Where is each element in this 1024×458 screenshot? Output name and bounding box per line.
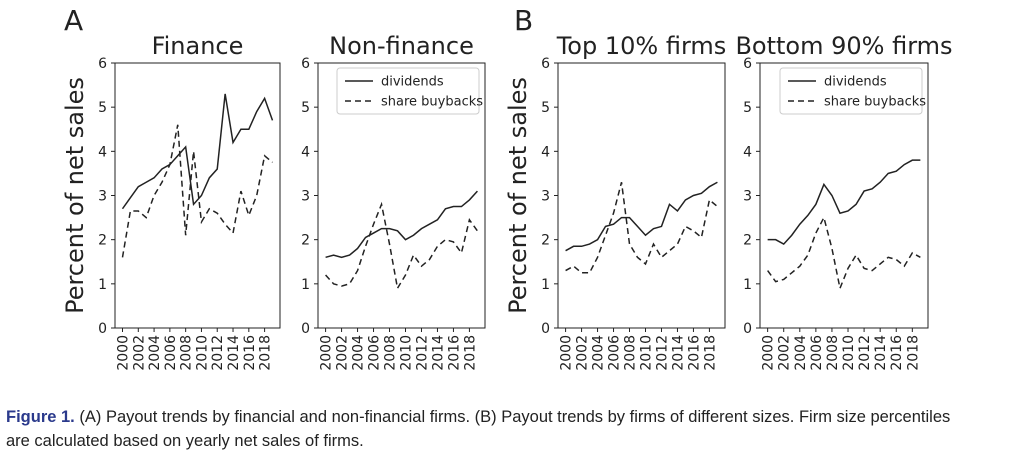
x-tick-label: 2016 (889, 335, 905, 371)
y-tick-label: 3 (301, 189, 310, 205)
chart-title: Finance (152, 32, 244, 60)
chart-title: Top 10% firms (556, 32, 727, 60)
axes-frame (557, 62, 726, 329)
x-tick-label: 2014 (873, 335, 889, 371)
x-tick-label: 2000 (559, 335, 575, 371)
x-tick-label: 2018 (258, 335, 274, 371)
y-axis-label: Percent of net sales (61, 77, 89, 314)
series-line (565, 182, 718, 274)
legend-label: dividends (381, 75, 444, 90)
x-tick-label: 2012 (857, 335, 873, 371)
y-tick-label: 5 (743, 100, 752, 116)
y-tick-label: 1 (541, 277, 550, 293)
y-tick-label: 6 (301, 56, 310, 72)
x-tick-label: 2016 (446, 335, 462, 371)
y-tick-label: 3 (541, 189, 550, 205)
y-tick-label: 1 (98, 277, 107, 293)
x-tick-label: 2014 (430, 335, 446, 371)
y-tick-label: 0 (541, 321, 550, 337)
panel-letter: B (514, 4, 533, 37)
legend-label: share buybacks (381, 95, 483, 110)
x-tick-label: 2010 (194, 335, 210, 371)
y-tick-label: 6 (98, 56, 107, 72)
x-tick-label: 2000 (319, 335, 335, 371)
x-tick-label: 2002 (335, 335, 351, 371)
x-tick-label: 2018 (462, 335, 478, 371)
series-line (325, 201, 479, 291)
y-tick-label: 3 (98, 189, 107, 205)
x-tick-label: 2012 (414, 335, 430, 371)
y-tick-label: 2 (743, 233, 752, 249)
y-tick-label: 5 (541, 100, 550, 116)
x-tick-label: 2006 (607, 335, 623, 371)
x-tick-label: 2018 (905, 335, 921, 371)
series-line (767, 159, 921, 246)
x-tick-label: 2010 (398, 335, 414, 371)
series-line (767, 215, 921, 291)
y-tick-label: 4 (301, 144, 310, 160)
y-tick-label: 1 (301, 277, 310, 293)
x-tick-label: 2000 (761, 335, 777, 371)
x-tick-label: 2010 (638, 335, 654, 371)
x-tick-label: 2010 (841, 335, 857, 371)
y-tick-label: 2 (541, 233, 550, 249)
chart-title: Bottom 90% firms (735, 32, 952, 60)
caption-text: (A) Payout trends by financial and non-f… (79, 408, 951, 426)
x-tick-label: 2008 (623, 335, 639, 371)
x-tick-label: 2006 (809, 335, 825, 371)
axes-frame (114, 62, 281, 329)
y-tick-label: 2 (98, 233, 107, 249)
legend-label: share buybacks (824, 95, 926, 110)
x-tick-label: 2004 (147, 335, 163, 371)
x-tick-label: 2014 (226, 335, 242, 371)
x-tick-label: 2008 (825, 335, 841, 371)
y-tick-label: 0 (98, 321, 107, 337)
y-tick-label: 1 (743, 277, 752, 293)
x-tick-label: 2018 (702, 335, 718, 371)
y-tick-label: 4 (98, 144, 107, 160)
x-tick-label: 2016 (686, 335, 702, 371)
chart-title: Non-finance (329, 32, 474, 60)
x-tick-label: 2002 (131, 335, 147, 371)
y-tick-label: 4 (541, 144, 550, 160)
y-tick-label: 3 (743, 189, 752, 205)
x-tick-label: 2006 (163, 335, 179, 371)
y-tick-label: 5 (98, 100, 107, 116)
panel-letter: A (64, 4, 83, 37)
x-tick-label: 2002 (575, 335, 591, 371)
x-tick-label: 2004 (351, 335, 367, 371)
series-line (121, 93, 274, 210)
x-tick-label: 2006 (367, 335, 383, 371)
series-line (565, 181, 718, 252)
x-tick-label: 2000 (116, 335, 132, 371)
caption-line: Figure 1. (A) Payout trends by financial… (6, 408, 950, 427)
x-tick-label: 2008 (179, 335, 195, 371)
series-line (325, 190, 478, 259)
x-tick-label: 2008 (383, 335, 399, 371)
y-tick-label: 0 (743, 321, 752, 337)
legend-label: dividends (824, 75, 887, 90)
y-tick-label: 2 (301, 233, 310, 249)
caption-line: are calculated based on yearly net sales… (6, 432, 364, 450)
x-tick-label: 2004 (591, 335, 607, 371)
y-axis-label: Percent of net sales (504, 77, 532, 314)
y-tick-label: 4 (743, 144, 752, 160)
x-tick-label: 2016 (242, 335, 258, 371)
y-tick-label: 5 (301, 100, 310, 116)
legend-box (779, 67, 923, 115)
caption-label: Figure 1. (6, 408, 75, 426)
y-tick-label: 6 (541, 56, 550, 72)
x-tick-label: 2004 (793, 335, 809, 371)
x-tick-label: 2002 (777, 335, 793, 371)
x-tick-label: 2012 (210, 335, 226, 371)
y-tick-label: 6 (743, 56, 752, 72)
y-tick-label: 0 (301, 321, 310, 337)
x-tick-label: 2014 (670, 335, 686, 371)
series-line (121, 124, 273, 258)
legend-box (336, 67, 480, 115)
x-tick-label: 2012 (654, 335, 670, 371)
